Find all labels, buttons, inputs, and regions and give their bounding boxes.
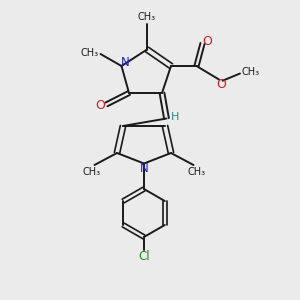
Text: H: H [171, 112, 179, 122]
Text: CH₃: CH₃ [81, 47, 99, 58]
Text: CH₃: CH₃ [188, 167, 206, 177]
Text: Cl: Cl [138, 250, 150, 263]
Text: N: N [140, 162, 148, 176]
Text: O: O [217, 78, 226, 92]
Text: O: O [95, 99, 105, 112]
Text: N: N [121, 56, 130, 69]
Text: CH₃: CH₃ [242, 67, 260, 77]
Text: CH₃: CH₃ [82, 167, 100, 177]
Text: CH₃: CH₃ [138, 12, 156, 22]
Text: O: O [202, 34, 212, 48]
